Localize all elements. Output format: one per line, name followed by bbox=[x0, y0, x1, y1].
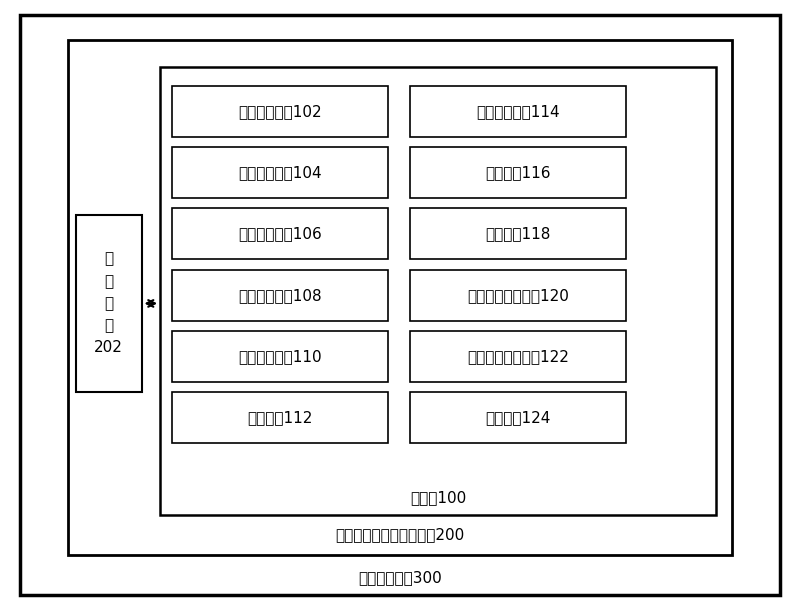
Bar bbox=[160, 67, 716, 515]
Bar bbox=[410, 392, 626, 443]
Text: 工程机械设备300: 工程机械设备300 bbox=[358, 570, 442, 585]
Bar bbox=[410, 86, 626, 137]
Text: 信号发送单元108: 信号发送单元108 bbox=[238, 287, 322, 303]
Text: 状态判断单元102: 状态判断单元102 bbox=[238, 104, 322, 119]
Text: 校正单元112: 校正单元112 bbox=[247, 410, 313, 425]
Bar bbox=[172, 392, 388, 443]
Bar bbox=[410, 208, 626, 259]
Bar bbox=[172, 331, 388, 382]
Bar bbox=[410, 147, 626, 198]
Bar bbox=[76, 215, 142, 392]
Text: 多节臂架设备的控制系统200: 多节臂架设备的控制系统200 bbox=[335, 528, 465, 543]
Text: 微调单元116: 微调单元116 bbox=[486, 165, 551, 180]
Bar bbox=[172, 147, 388, 198]
Text: 初始电流设置单元120: 初始电流设置单元120 bbox=[467, 287, 570, 303]
Text: 角度检测单元114: 角度检测单元114 bbox=[477, 104, 560, 119]
Bar bbox=[68, 40, 732, 555]
Bar bbox=[172, 86, 388, 137]
Text: 初始速度获取单元122: 初始速度获取单元122 bbox=[467, 349, 570, 364]
Text: 姿态检测单元110: 姿态检测单元110 bbox=[238, 349, 322, 364]
Text: 控制器100: 控制器100 bbox=[410, 490, 466, 505]
Text: 命令判断单元104: 命令判断单元104 bbox=[238, 165, 322, 180]
Bar bbox=[172, 208, 388, 259]
Text: 信号生成单元106: 信号生成单元106 bbox=[238, 226, 322, 242]
Bar bbox=[172, 270, 388, 321]
Bar bbox=[410, 331, 626, 382]
Text: 操
作
装
置
202: 操 作 装 置 202 bbox=[94, 251, 123, 356]
Text: 存储单元118: 存储单元118 bbox=[486, 226, 551, 242]
Bar bbox=[410, 270, 626, 321]
Text: 处理单元124: 处理单元124 bbox=[486, 410, 551, 425]
